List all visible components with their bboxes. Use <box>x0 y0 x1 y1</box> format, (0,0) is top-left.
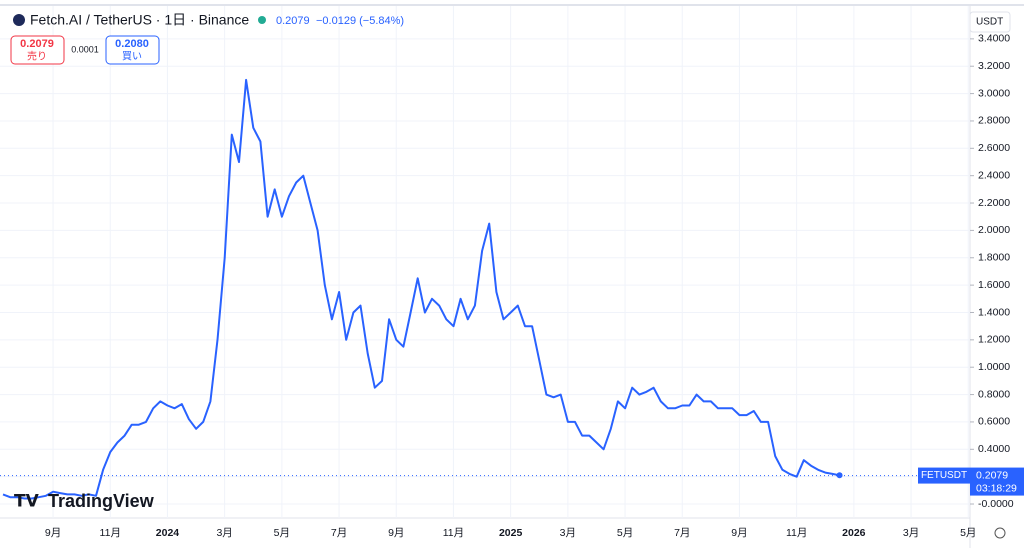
x-tick-label: 5月 <box>617 527 633 539</box>
x-tick-label: 2024 <box>156 527 180 539</box>
y-tick-label: 3.4000 <box>978 33 1010 45</box>
y-tick-label: 3.2000 <box>978 60 1010 72</box>
x-tick-label: 5月 <box>274 527 290 539</box>
plot <box>0 78 970 500</box>
logo: TradingView <box>48 491 155 511</box>
price-line <box>2 78 840 500</box>
countdown: 03:18:29 <box>976 482 1017 494</box>
x-tick-label: 2025 <box>499 527 523 539</box>
currency-button[interactable] <box>969 11 1011 33</box>
symbol-tag <box>918 467 970 484</box>
header-price: 0.2079 <box>276 15 310 27</box>
sell-label: 売り <box>27 50 47 63</box>
x-tick-label: 7月 <box>331 527 347 539</box>
sell-button[interactable] <box>10 35 65 65</box>
y-tick-label: 2.8000 <box>978 115 1010 127</box>
x-tick-label: 3月 <box>560 527 576 539</box>
y-tick-label: 1.8000 <box>978 252 1010 264</box>
x-tick-label: 7月 <box>674 527 690 539</box>
y-tick-label: 0.8000 <box>978 388 1010 400</box>
y-tick-label: 1.0000 <box>978 361 1010 373</box>
x-tick-label: 11月 <box>100 527 121 539</box>
x-tick-label: 3月 <box>216 527 232 539</box>
y-tick-label: 1.6000 <box>978 279 1010 291</box>
y-tick-label: 2.4000 <box>978 169 1010 181</box>
buy-price: 0.2080 <box>115 38 149 50</box>
settings-icon[interactable] <box>994 527 1006 539</box>
buy-label: 買い <box>122 51 142 63</box>
logo-mark: 𝗧𝗩 <box>14 491 40 510</box>
y-tick-label: 2.0000 <box>978 224 1010 236</box>
price-tag-label: 0.2079 <box>976 469 1008 481</box>
sell-price: 0.2079 <box>20 38 54 50</box>
x-tick-label: 11月 <box>443 527 464 539</box>
y-tick-label: -0.0000 <box>978 498 1014 510</box>
y-tick-label: 2.6000 <box>978 142 1010 154</box>
x-tick-label: 11月 <box>786 527 807 539</box>
status-dot <box>258 16 266 24</box>
x-tick-label: 9月 <box>388 527 404 539</box>
symbol-title: Fetch.AI / TetherUS · 1日 · Binance <box>30 12 249 28</box>
y-tick-label: 1.2000 <box>978 334 1010 346</box>
y-tick-label: 0.4000 <box>978 443 1010 455</box>
y-tick-label: 0.6000 <box>978 416 1010 428</box>
symbol-icon <box>13 14 25 26</box>
y-tick-label: 2.2000 <box>978 197 1010 209</box>
x-tick-label: 3月 <box>903 527 919 539</box>
buy-button[interactable] <box>105 35 160 65</box>
spread: 0.0001 <box>71 44 99 54</box>
x-tick-label: 9月 <box>45 527 61 539</box>
x-tick-label: 5月 <box>960 527 976 539</box>
symbol-tag-label: FETUSDT <box>921 470 967 481</box>
y-tick-label: 3.0000 <box>978 87 1010 99</box>
x-tick-label: 9月 <box>731 527 747 539</box>
x-tick-label: 2026 <box>842 527 866 539</box>
y-tick-label: 1.4000 <box>978 306 1010 318</box>
header-change: −0.0129 (−5.84%) <box>316 15 404 27</box>
last-point <box>836 472 843 479</box>
price-tag <box>970 467 1024 496</box>
currency: USDT <box>976 17 1003 28</box>
